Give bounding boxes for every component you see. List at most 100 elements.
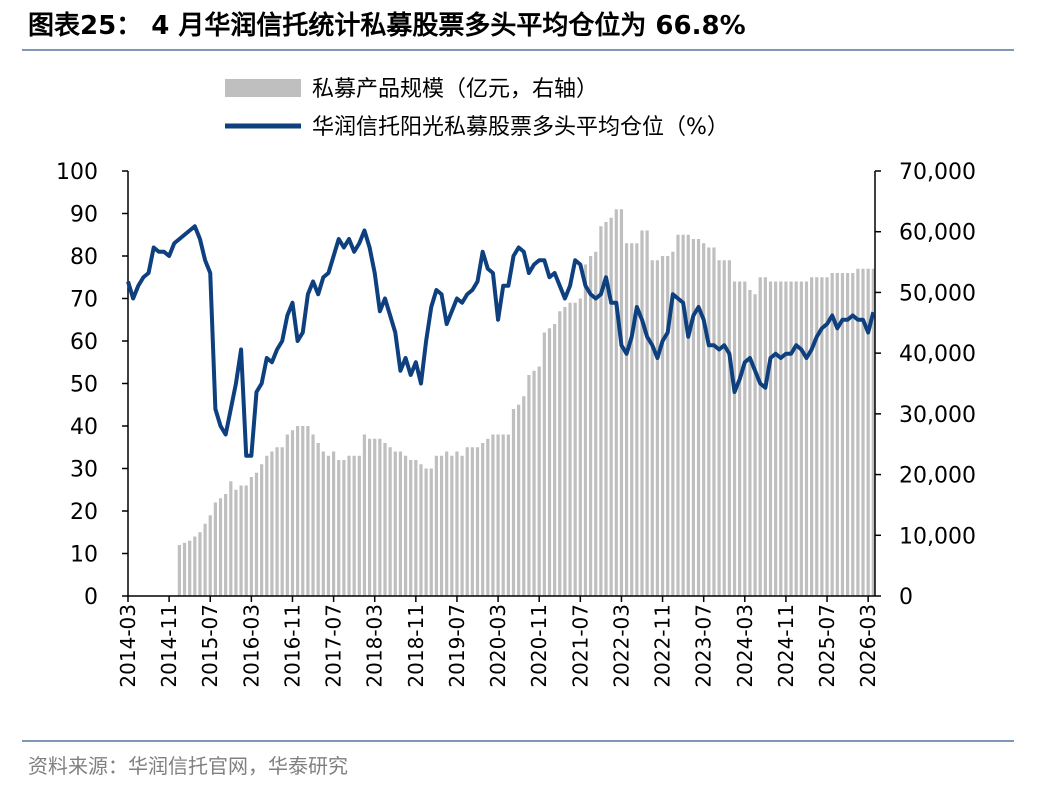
y-tick-label: 0 — [84, 585, 98, 610]
bar — [624, 243, 629, 596]
y2-tick-label: 40,000 — [899, 342, 976, 367]
bar — [311, 434, 315, 596]
bar — [794, 281, 798, 596]
x-tick-label: 2015-07 — [198, 604, 222, 688]
source-note: 资料来源：华润信托官网，华泰研究 — [28, 754, 348, 778]
bar — [229, 481, 233, 596]
bar — [260, 464, 264, 596]
bar — [650, 260, 654, 596]
bar — [460, 455, 464, 596]
x-tick-label: 2022-11 — [651, 604, 675, 688]
bar — [537, 366, 541, 596]
bar — [835, 273, 839, 596]
bar — [696, 239, 701, 596]
y2-tick-label: 70,000 — [899, 160, 976, 185]
x-tick-label: 2019-07 — [445, 604, 469, 688]
bar — [182, 542, 187, 596]
bar — [527, 375, 531, 596]
bar — [347, 455, 351, 596]
bar — [403, 455, 408, 596]
bar — [342, 460, 346, 596]
x-tick-label: 2020-03 — [486, 604, 510, 688]
bar — [496, 434, 500, 596]
bar — [804, 281, 809, 596]
bar — [532, 370, 536, 596]
bar — [594, 251, 598, 596]
bar — [558, 311, 562, 596]
bar — [825, 277, 829, 596]
bar — [326, 455, 331, 596]
bar — [840, 273, 845, 596]
bar — [373, 438, 377, 596]
bar — [851, 273, 855, 596]
bar — [234, 489, 238, 596]
bar — [583, 264, 588, 596]
x-tick-label: 2018-11 — [404, 604, 428, 688]
bar — [676, 234, 680, 596]
x-tick-label: 2024-03 — [733, 604, 757, 688]
y-tick-label: 100 — [56, 160, 98, 185]
bar — [357, 455, 361, 596]
bar — [285, 434, 289, 596]
bar — [188, 540, 192, 596]
bar — [296, 426, 300, 596]
x-tick-label: 2023-07 — [692, 604, 716, 688]
y-tick-label: 20 — [70, 500, 98, 525]
bar — [450, 455, 454, 596]
bar — [861, 268, 865, 596]
bar — [547, 328, 552, 596]
x-tick-label: 2025-07 — [815, 604, 839, 688]
legend-label: 私募产品规模（亿元，右轴） — [312, 77, 598, 102]
bar — [306, 426, 310, 596]
x-tick-label: 2014-11 — [157, 604, 181, 688]
bar — [517, 404, 521, 596]
x-tick-label: 2021-07 — [568, 604, 592, 688]
bar — [666, 256, 670, 596]
bar — [774, 281, 778, 596]
bar — [522, 396, 526, 596]
bar — [470, 447, 474, 596]
y2-tick-label: 10,000 — [899, 524, 976, 549]
bar — [475, 447, 480, 596]
bar — [198, 532, 202, 596]
bar — [799, 281, 803, 596]
bar — [727, 260, 731, 596]
y2-tick-label: 20,000 — [899, 464, 976, 489]
bar — [398, 451, 403, 596]
bar — [589, 256, 593, 596]
bar — [779, 281, 783, 596]
bar — [332, 451, 336, 596]
bar — [738, 281, 742, 596]
y-tick-label: 10 — [70, 543, 98, 568]
y-tick-label: 40 — [70, 415, 98, 440]
y-tick-label: 60 — [70, 330, 98, 355]
bar — [810, 277, 814, 596]
bar — [681, 234, 685, 596]
bar — [743, 281, 747, 596]
bar — [707, 247, 711, 596]
bar — [455, 451, 459, 596]
bar — [481, 443, 485, 596]
bar — [645, 230, 649, 596]
x-tick-label: 2024-11 — [774, 604, 798, 688]
bar — [856, 268, 860, 596]
x-tick-label: 2022-03 — [609, 604, 633, 688]
bar — [784, 281, 788, 596]
bar — [270, 451, 274, 596]
bar — [511, 409, 516, 596]
bar — [614, 209, 618, 596]
y-tick-label: 30 — [70, 458, 98, 483]
bar — [599, 226, 603, 596]
bar — [208, 515, 212, 596]
y-tick-label: 80 — [70, 245, 98, 270]
bar — [419, 464, 423, 596]
bar — [224, 494, 228, 596]
bar — [789, 281, 793, 596]
x-tick-label: 2016-11 — [280, 604, 304, 688]
bar — [866, 268, 870, 596]
bar — [244, 485, 248, 596]
bar — [686, 234, 690, 596]
bar — [265, 455, 269, 596]
bar — [280, 447, 284, 596]
bar — [655, 260, 660, 596]
